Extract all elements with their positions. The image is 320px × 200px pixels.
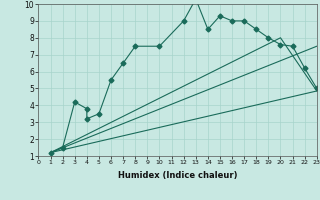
X-axis label: Humidex (Indice chaleur): Humidex (Indice chaleur) — [118, 171, 237, 180]
